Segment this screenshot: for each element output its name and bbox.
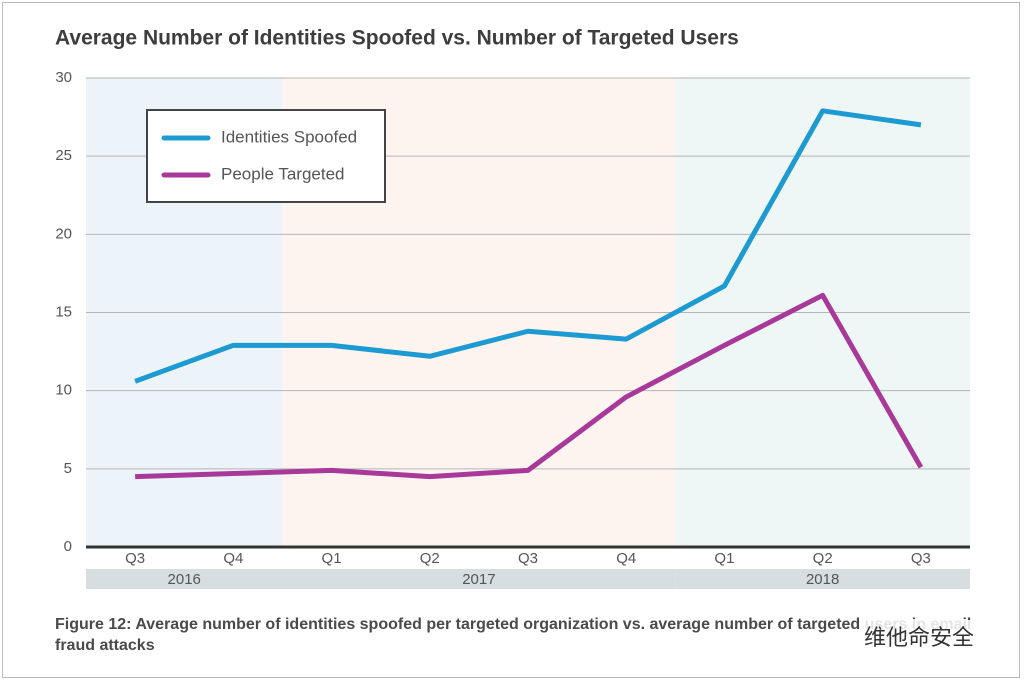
caption: Figure 12: Average number of identities … xyxy=(55,616,972,654)
x-tick-label: Q1 xyxy=(322,550,342,567)
watermark: 维他命安全 xyxy=(860,620,979,652)
x-tick-label: Q2 xyxy=(420,550,440,567)
y-tick-label: 30 xyxy=(55,69,72,86)
x-tick-label: Q1 xyxy=(714,550,734,567)
x-tick-label: Q3 xyxy=(911,550,931,567)
group-row xyxy=(282,569,676,589)
y-tick-label: 0 xyxy=(64,538,72,555)
x-tick-label: Q4 xyxy=(616,550,636,567)
group-label: 2017 xyxy=(462,571,495,588)
legend-label: Identities Spoofed xyxy=(221,127,357,146)
x-tick-label: Q4 xyxy=(223,550,243,567)
y-tick-label: 5 xyxy=(64,460,72,477)
x-tick-label: Q3 xyxy=(518,550,538,567)
group-row xyxy=(86,569,283,589)
chart: Average Number of Identities Spoofed vs.… xyxy=(55,27,970,589)
legend-label: People Targeted xyxy=(221,164,345,183)
y-tick-label: 10 xyxy=(55,382,72,399)
data-line xyxy=(134,108,922,384)
legend-box xyxy=(146,109,386,203)
y-tick-label: 25 xyxy=(55,147,72,164)
group-row xyxy=(675,569,970,589)
chart-title: Average Number of Identities Spoofed vs.… xyxy=(55,27,739,50)
y-tick-label: 20 xyxy=(55,225,72,242)
y-tick-label: 15 xyxy=(55,303,72,320)
group-label: 2016 xyxy=(168,571,201,588)
group-label: 2018 xyxy=(806,571,839,588)
x-tick-label: Q2 xyxy=(813,550,833,567)
data-line xyxy=(135,292,924,480)
x-tick-label: Q3 xyxy=(125,550,145,567)
